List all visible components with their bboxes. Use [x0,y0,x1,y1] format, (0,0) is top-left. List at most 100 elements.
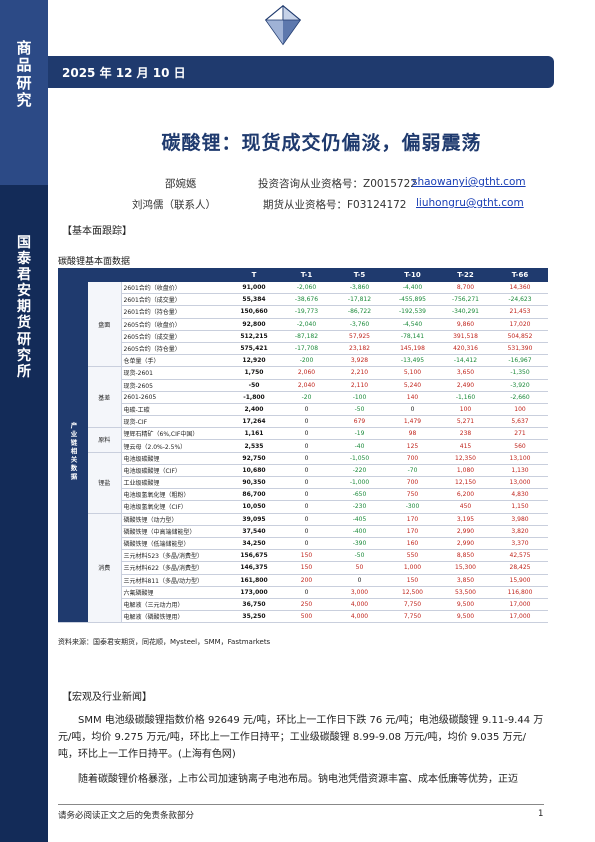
table-cell: 420,316 [439,342,492,356]
table-cell: 415 [439,439,492,453]
table-row: 现货-2605 -50 2,040 2,110 5,240 2,490 -3,920 [58,379,548,392]
table-cell: 15,300 [439,561,492,575]
table-cell: 700 [386,452,439,465]
table-cell: 9,860 [439,318,492,331]
table-cell: 9,500 [439,610,492,624]
table-cell: 13,000 [492,476,548,490]
sidebar-label-commodity-research: 商品研究 [16,39,32,109]
table-cell: -650 [333,488,386,502]
table-cell: -70 [386,464,439,478]
table-cell: -455,895 [386,293,439,307]
table-cell: -1,050 [333,452,386,465]
table-cell: -2,040 [280,318,333,331]
category-cell: 产业链相关数据 [58,282,88,624]
column-header: T-5 [333,268,386,282]
table-cell: 1,130 [492,464,548,478]
table-row: 三元材料523（多晶/消费型） 156,675 150 -50 550 8,850 42,5… [58,549,548,563]
table-cell: 679 [333,415,386,429]
table-cell: 10,680 [228,464,280,478]
row-label: 现货-2605 [121,379,228,392]
table-row: 2605合约（成交量） 512,215 -87,182 57,925 -78,141 39… [58,330,548,343]
table-body: 产业链相关数据 盘面 2601合约（收盘价） 91,000 -2,060 -3,860 -4… [58,282,548,624]
table-cell: -192,539 [386,305,439,319]
author-email-link[interactable]: shaowanyi@gtht.com [412,176,526,188]
author-cert: 期货从业资格号：F03124172 [263,199,407,211]
report-title: 碳酸锂：现货成交仍偏淡，偏弱震荡 [161,132,482,154]
row-label: 2605合约（持仓量） [121,342,228,356]
table-cell: -100 [333,391,386,404]
table-cell: 1,000 [386,561,439,575]
table-cell: 0 [280,537,333,551]
author-name: 刘鸿儒（联系人） [132,199,216,211]
table-title: 碳酸锂基本面数据 [58,257,131,267]
table-cell: -50 [333,549,386,563]
table-cell: -87,182 [280,330,333,343]
table-cell: 50 [333,561,386,575]
table-cell: -400 [333,525,386,538]
table-cell: 12,500 [386,586,439,599]
table-row: 基差 现货-2601 1,750 2,060 2,210 5,100 3,650 -1,350 [58,366,548,429]
table-cell: 23,182 [333,342,386,356]
report-date: 2025 年 12 月 10 日 [62,66,186,80]
row-label: 电碳-工碳 [121,403,228,417]
row-label: 三元材料523（多晶/消费型） [121,549,228,563]
table-cell: 700 [386,476,439,490]
row-label: 三元材料622（多晶/消费型） [121,561,228,575]
table-cell: 1,161 [228,427,280,441]
table-row: 仓单量（手） 12,920 -200 3,928 -13,495 -14,412 -16,9… [58,354,548,368]
date-banner [48,56,554,88]
table-cell: 3,195 [439,513,492,526]
table-cell: 6,200 [439,488,492,502]
table-cell: 550 [386,549,439,563]
table-cell: 39,095 [228,513,280,526]
category-label: 产业链相关数据 [69,422,77,482]
table-row: 2601合约（成交量） 55,384 -38,676 -17,812 -455,895-… [58,293,548,307]
table-row: 三元材料622（多晶/消费型） 146,375 150 50 1,000 15,300 28… [58,561,548,575]
table-cell: -390 [333,537,386,551]
table-cell: 0 [280,525,333,538]
table-cell: 500 [280,610,333,624]
table-cell: 2,535 [228,439,280,453]
table-cell: 391,518 [439,330,492,343]
table-row: 电池级碳酸锂（CIF） 10,680 0 -220 -70 1,080 1,130 [58,464,548,478]
table-cell: 12,350 [439,452,492,465]
news-paragraph: SMM 电池级碳酸锂指数价格 92649 元/吨，环比上一工作日下跌 76 元/… [58,715,544,760]
table-row: 锂盐 电池级碳酸锂 92,750 0 -1,050 700 12,350 13,100 [58,452,548,514]
row-label: 电解液（磷酸铁锂用） [121,610,228,624]
row-label: 电池级碳酸锂（CIF） [121,464,228,478]
table-cell: 92,750 [228,452,280,465]
row-label: 锂云母（2.0%-2.5%） [121,439,228,453]
table-cell: 86,700 [228,488,280,502]
table-cell: 160 [386,537,439,551]
group-label: 盘面 [88,282,122,368]
table-cell: 170 [386,525,439,538]
column-header: T-10 [386,268,439,282]
table-cell: 21,453 [492,305,548,319]
table-cell: 17,000 [492,610,548,624]
table-cell: -40 [333,439,386,453]
table-cell: 575,421 [228,342,280,356]
table-cell: 98 [386,427,439,441]
table-cell: 512,215 [228,330,280,343]
table-cell: 161,800 [228,574,280,587]
table-cell: 2,990 [439,537,492,551]
row-label: 六氟磷酸锂 [121,586,228,599]
table-cell: 140 [386,391,439,404]
table-cell: 13,100 [492,452,548,465]
table-cell: 15,900 [492,574,548,587]
table-cell: 17,020 [492,318,548,331]
group-label: 基差 [88,366,122,429]
column-header: T-22 [439,268,492,282]
column-header: T-1 [280,268,333,282]
table-cell: 9,500 [439,598,492,612]
author-email-link[interactable]: liuhongru@gtht.com [416,197,524,209]
table-cell: 3,820 [492,525,548,538]
table-cell: 238 [439,427,492,441]
table-cell: 271 [492,427,548,441]
row-label: 工业级碳酸锂 [121,476,228,490]
row-label: 电池级氢氧化锂（粗粉） [121,488,228,502]
footer-disclaimer: 请务必阅读正文之后的免责条款部分 [58,811,195,821]
table-cell: 3,928 [333,354,386,368]
table-cell: 1,750 [228,366,280,380]
table-cell: -4,540 [386,318,439,331]
